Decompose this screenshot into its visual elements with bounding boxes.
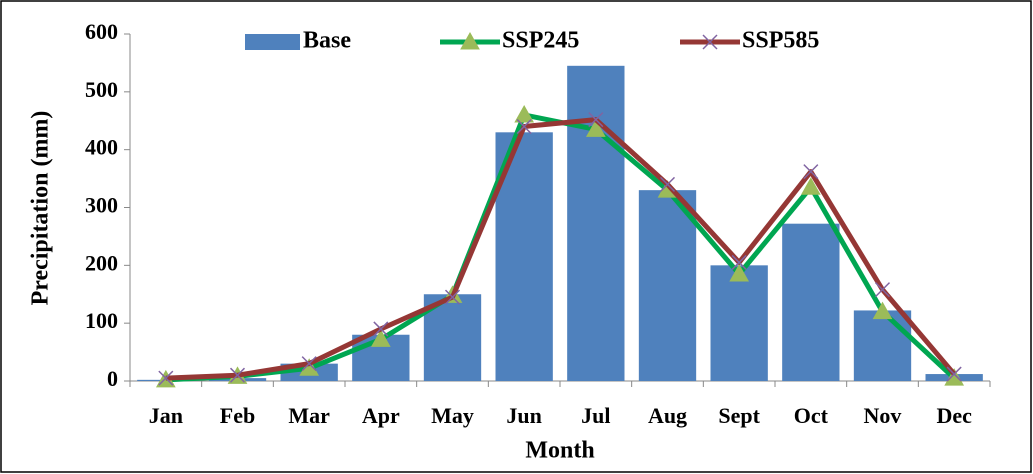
marker-stroke [229, 367, 246, 383]
bar [638, 190, 697, 381]
marker-stroke [444, 289, 461, 305]
marker-stroke [946, 366, 962, 382]
legend-label: SSP585 [742, 28, 819, 54]
x-tick-label: Oct [794, 403, 829, 428]
x-tick-label: Nov [864, 403, 902, 428]
legend-marker [702, 34, 718, 50]
marker [588, 112, 604, 128]
y-tick-label: 400 [85, 135, 118, 160]
bar [567, 65, 625, 381]
marker [229, 367, 246, 383]
y-tick-label: 100 [85, 308, 118, 333]
y-tick-label: 600 [85, 19, 118, 44]
bar [710, 265, 768, 381]
marker [872, 301, 893, 320]
marker-stroke [301, 356, 317, 372]
marker [514, 104, 535, 123]
x-axis-label: Month [525, 438, 594, 464]
legend-marker [460, 31, 480, 50]
y-tick-label: 300 [85, 193, 118, 218]
legend-swatch [245, 34, 300, 50]
y-axis-label: Precipitation (mm) [28, 111, 54, 306]
bar [853, 310, 912, 381]
marker [946, 366, 962, 382]
marker [158, 370, 174, 386]
marker [803, 164, 819, 180]
x-tick-label: Jun [506, 403, 541, 428]
marker-stroke [373, 321, 389, 337]
marker [729, 263, 750, 282]
x-tick-label: Dec [936, 403, 972, 428]
x-tick-label: Aug [648, 403, 687, 428]
y-tick-label: 200 [85, 250, 118, 275]
y-tick-label: 500 [85, 77, 118, 102]
marker-stroke [731, 254, 747, 270]
legend-label: SSP245 [502, 28, 579, 54]
marker [659, 176, 676, 192]
y-tick-label: 0 [107, 366, 118, 391]
marker-stroke [803, 164, 819, 180]
marker [373, 321, 389, 337]
marker-stroke [158, 370, 174, 386]
legend-marker-stroke [702, 34, 718, 50]
x-tick-label: Feb [220, 403, 255, 428]
x-tick-label: Jul [581, 403, 610, 428]
marker [370, 329, 391, 347]
marker-stroke [874, 282, 891, 298]
line [165, 117, 957, 381]
marker [444, 289, 461, 305]
x-tick-label: Apr [362, 403, 400, 428]
marker [800, 177, 821, 195]
marker [585, 119, 606, 137]
marker-stroke [588, 112, 604, 128]
x-tick-label: Jan [149, 403, 183, 428]
legend-label: Base [303, 28, 351, 54]
x-tick-label: Mar [288, 403, 330, 428]
x-tick-label: Sept [718, 403, 760, 428]
marker-stroke [659, 176, 676, 192]
marker-stroke [516, 119, 532, 135]
bar [782, 223, 840, 381]
marker [874, 282, 891, 298]
marker [731, 254, 747, 270]
marker [516, 119, 532, 135]
marker [944, 368, 965, 386]
marker [301, 356, 317, 372]
x-tick-label: May [431, 403, 474, 428]
